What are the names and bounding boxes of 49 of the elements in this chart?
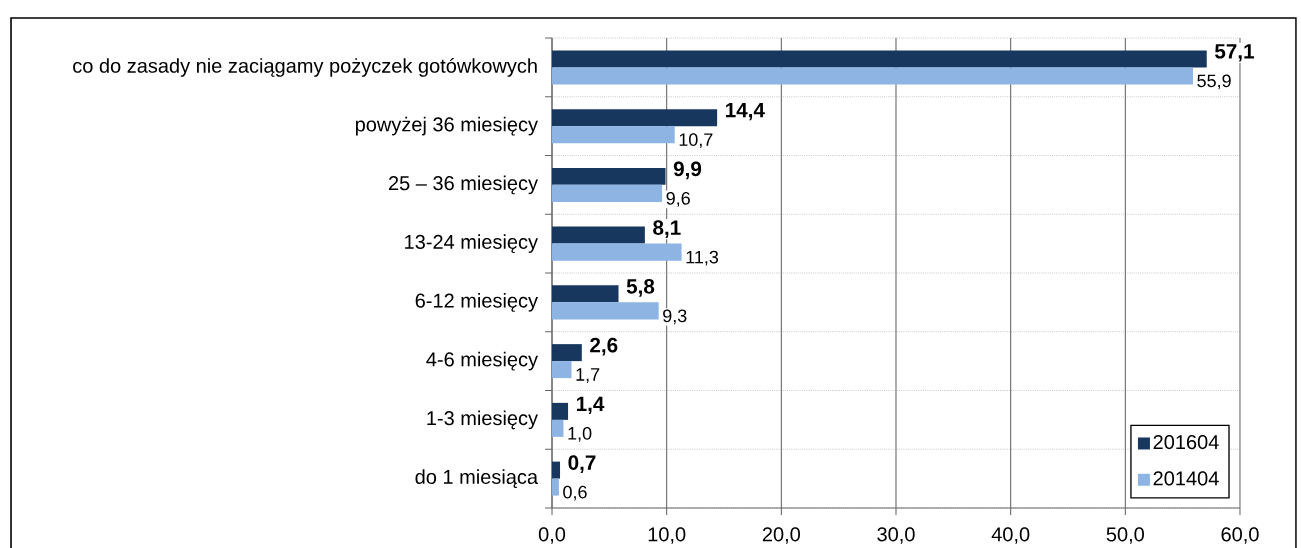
bar xyxy=(552,419,564,437)
data-label: 1,7 xyxy=(576,368,600,383)
bar xyxy=(552,109,718,127)
y-tick-label: 25 – 36 miesięcy xyxy=(389,175,538,195)
data-label: 8,1 xyxy=(653,220,681,238)
y-tick-label: co do zasady nie zaciągamy pożyczek gotówkowych xyxy=(73,57,537,77)
data-label: 2,6 xyxy=(590,337,618,356)
data-label: 0,7 xyxy=(568,455,596,473)
bar xyxy=(552,50,1207,68)
bar xyxy=(552,167,666,185)
data-label: 9,9 xyxy=(673,161,702,180)
bar xyxy=(552,402,569,420)
y-tick-label: 13-24 miesięcy xyxy=(405,234,538,253)
bar xyxy=(552,226,645,244)
data-label: 11,3 xyxy=(686,250,719,266)
data-label: 1,0 xyxy=(568,426,592,442)
x-tick-label: 0,0 xyxy=(538,527,566,544)
data-label: 0,6 xyxy=(563,485,587,501)
y-tick-label: powyżej 36 miesięcy xyxy=(355,116,538,136)
bar xyxy=(552,67,1193,85)
bar xyxy=(552,344,582,362)
x-tick-label: 50,0 xyxy=(1106,527,1144,544)
x-tick-label: 10,0 xyxy=(648,527,686,544)
bar xyxy=(552,302,659,320)
x-tick-label: 40,0 xyxy=(991,527,1030,544)
y-tick-label: 1-3 miesięcy xyxy=(427,410,538,430)
data-label: 10,7 xyxy=(679,133,713,149)
bar xyxy=(552,478,559,496)
legend-label: 201404 xyxy=(1153,471,1219,486)
data-label: 14,4 xyxy=(726,102,765,121)
data-label: 5,8 xyxy=(626,279,655,297)
bar xyxy=(552,361,572,379)
y-tick-label: 6-12 miesięcy xyxy=(415,293,538,312)
x-tick-label: 30,0 xyxy=(877,527,915,544)
y-tick-label: 4-6 miesięcy xyxy=(426,351,538,371)
x-tick-label: 20,0 xyxy=(762,527,800,544)
bar xyxy=(552,243,682,261)
bar xyxy=(552,285,619,303)
y-tick-label: do 1 miesiąca xyxy=(415,469,539,488)
data-label: 9,6 xyxy=(666,191,690,207)
data-label: 57,1 xyxy=(1214,44,1254,62)
data-label: 1,4 xyxy=(576,396,605,415)
data-label: 9,3 xyxy=(663,309,687,325)
bar xyxy=(552,184,663,202)
legend-label: 201604 xyxy=(1153,434,1219,450)
bar xyxy=(552,126,675,144)
bar xyxy=(552,461,561,479)
x-tick-label: 60,0 xyxy=(1221,527,1259,544)
data-label: 55,9 xyxy=(1197,74,1231,90)
